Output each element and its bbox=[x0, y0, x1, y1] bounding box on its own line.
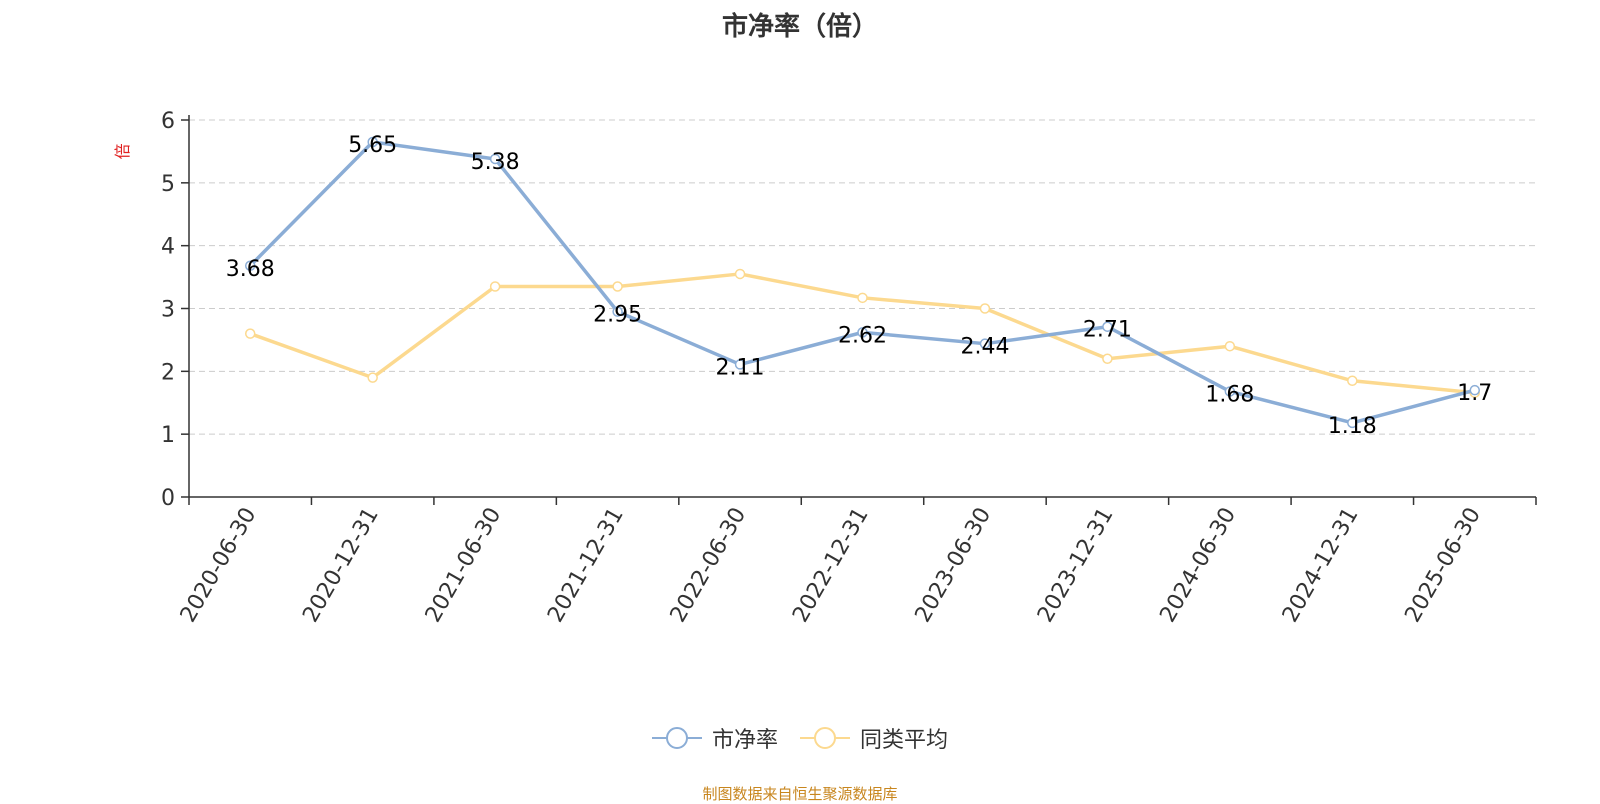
data-label: 2.95 bbox=[593, 303, 642, 328]
x-tick-label: 2020-06-30 bbox=[176, 504, 262, 627]
series-line-0 bbox=[248, 140, 1476, 425]
y-tick-label: 3 bbox=[161, 298, 175, 323]
data-point-series-0 bbox=[367, 136, 378, 148]
x-tick-label: 2022-06-30 bbox=[666, 504, 752, 627]
data-point-series-0 bbox=[979, 338, 991, 349]
chart-title: 市净率（倍） bbox=[721, 12, 878, 42]
y-tick-label: 4 bbox=[161, 235, 175, 260]
data-point-series-0 bbox=[1347, 417, 1358, 429]
y-tick-label: 6 bbox=[161, 109, 175, 134]
legend-marker-series-0 bbox=[651, 727, 702, 749]
data-point-series-1 bbox=[1102, 353, 1113, 365]
data-point-series-1 bbox=[857, 292, 868, 304]
legend-circle-series-0 bbox=[665, 727, 688, 749]
data-label: 5.65 bbox=[348, 133, 397, 158]
data-point-series-1 bbox=[489, 281, 501, 292]
data-point-series-1 bbox=[244, 328, 256, 339]
data-point-series-1 bbox=[734, 268, 746, 280]
data-point-series-1 bbox=[1224, 340, 1236, 352]
legend-label-series-0: 市净率 bbox=[711, 728, 778, 753]
y-axis-label: 倍 bbox=[113, 143, 132, 159]
x-tick-label: 2023-06-30 bbox=[911, 504, 997, 627]
y-tick-label: 2 bbox=[161, 360, 175, 385]
x-tick-label: 2020-12-31 bbox=[298, 504, 384, 627]
legend-item-series-1[interactable]: 同类平均 bbox=[800, 722, 948, 754]
y-tick-label: 1 bbox=[161, 423, 175, 448]
legend-marker-series-1 bbox=[800, 727, 850, 749]
data-label: 2.11 bbox=[716, 355, 765, 380]
data-label: 1.68 bbox=[1205, 382, 1254, 407]
data-point-series-0 bbox=[857, 327, 868, 338]
y-tick-label: 0 bbox=[161, 486, 175, 511]
x-tick-label: 2023-12-31 bbox=[1033, 504, 1119, 627]
data-label: 2.62 bbox=[838, 323, 887, 348]
data-point-series-0 bbox=[734, 359, 746, 370]
x-tick-label: 2024-06-30 bbox=[1155, 504, 1241, 627]
x-tick-label: 2022-12-31 bbox=[788, 504, 874, 627]
data-point-series-0 bbox=[612, 306, 623, 317]
data-point-series-0 bbox=[1469, 384, 1481, 396]
series-lines bbox=[244, 136, 1481, 429]
data-point-series-0 bbox=[1102, 321, 1113, 332]
data-point-series-1 bbox=[367, 372, 378, 383]
x-tick-label: 2021-06-30 bbox=[421, 504, 507, 627]
legend-circle-series-1 bbox=[814, 727, 836, 749]
x-tick-label: 2021-12-31 bbox=[543, 504, 629, 627]
legend: 市净率 同类平均 bbox=[0, 722, 1600, 754]
x-tick-label: 2024-12-31 bbox=[1278, 504, 1364, 627]
data-source-note: 制图数据来自恒生聚源数据库 bbox=[702, 785, 898, 803]
data-point-series-0 bbox=[244, 260, 256, 272]
data-point-series-0 bbox=[489, 153, 501, 165]
grid-lines bbox=[189, 119, 1536, 435]
data-label: 1.18 bbox=[1328, 414, 1377, 439]
data-labels: 3.68 5.65 5.38 2.95 2.11 2.62 2.44 2.71 1.68 1.18… bbox=[226, 133, 1493, 439]
data-label: 2.71 bbox=[1083, 318, 1132, 343]
legend-label-series-1: 同类平均 bbox=[860, 728, 949, 753]
data-point-series-1 bbox=[612, 281, 623, 292]
legend-item-series-0[interactable]: 市净率 bbox=[651, 722, 778, 754]
x-tick-label: 2025-06-30 bbox=[1400, 504, 1486, 627]
data-label: 2.44 bbox=[960, 335, 1009, 360]
data-point-series-1 bbox=[979, 303, 991, 314]
data-point-series-1 bbox=[1347, 375, 1358, 387]
y-tick-label: 5 bbox=[161, 172, 175, 197]
data-label: 5.38 bbox=[471, 150, 520, 175]
data-label: 1.7 bbox=[1457, 381, 1492, 406]
data-point-series-0 bbox=[1224, 386, 1236, 397]
data-label: 3.68 bbox=[226, 257, 275, 282]
